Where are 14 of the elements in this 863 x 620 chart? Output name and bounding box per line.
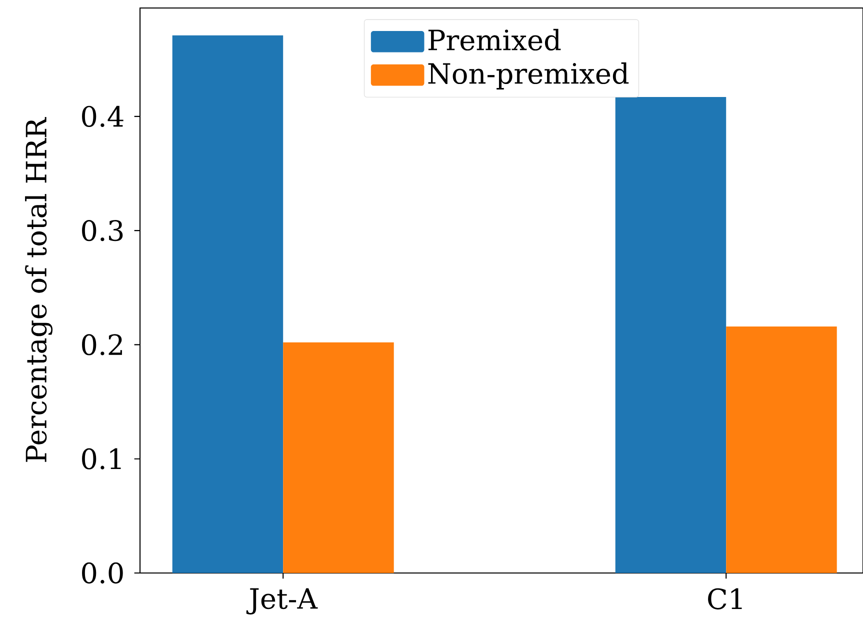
x-tick-label: Jet-A: [246, 588, 318, 615]
x-tick-label: C1: [708, 588, 742, 610]
y-axis-title: Percentage of total HRR: [25, 116, 53, 462]
legend-label: Non-premixed: [428, 62, 629, 90]
legend-label: Premixed: [428, 28, 561, 51]
bar: [726, 326, 837, 573]
y-tick-label: 0.0: [82, 562, 123, 584]
y-tick-label: 0.2: [82, 334, 122, 356]
y-tick-label: 0.1: [82, 448, 121, 470]
y-tick-label: 0.4: [82, 106, 124, 128]
bar: [283, 342, 394, 573]
bar: [615, 97, 726, 573]
y-tick-label: 0.3: [82, 220, 123, 242]
bar: [172, 35, 284, 573]
